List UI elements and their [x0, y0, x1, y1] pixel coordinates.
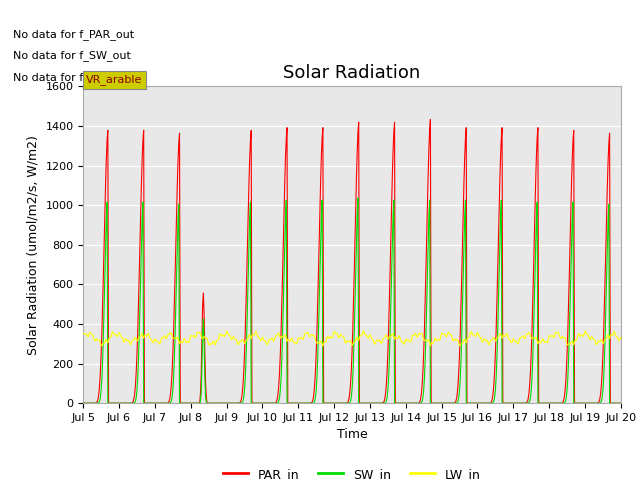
Text: VR_arable: VR_arable [86, 74, 143, 85]
X-axis label: Time: Time [337, 429, 367, 442]
Title: Solar Radiation: Solar Radiation [284, 64, 420, 82]
Text: No data for f_SW_out: No data for f_SW_out [13, 50, 131, 61]
Y-axis label: Solar Radiation (umol/m2/s, W/m2): Solar Radiation (umol/m2/s, W/m2) [27, 135, 40, 355]
Text: No data for f_PAR_out: No data for f_PAR_out [13, 29, 134, 40]
Text: No data for f_LW_out: No data for f_LW_out [13, 72, 129, 83]
Legend: PAR_in, SW_in, LW_in: PAR_in, SW_in, LW_in [218, 463, 486, 480]
